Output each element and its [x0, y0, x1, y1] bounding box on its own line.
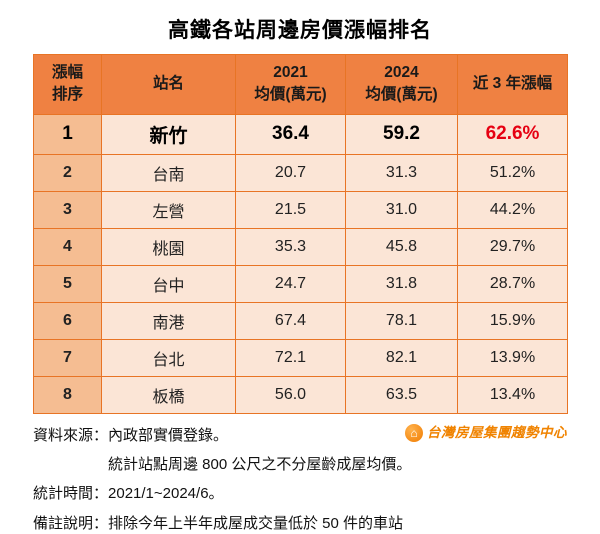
- table-row: 7 台北 72.1 82.1 13.9%: [33, 338, 568, 377]
- taiwan-housing-logo: ⌂ 台灣房屋集團趨勢中心: [405, 424, 567, 443]
- price-2021-cell: 67.4: [235, 301, 346, 340]
- station-cell: 台南: [101, 153, 236, 192]
- rank-cell: 4: [33, 227, 102, 266]
- source-value-2: 統計站點周邊 800 公尺之不分屋齡成屋均價。: [108, 456, 412, 474]
- rank-cell: 2: [33, 153, 102, 192]
- source-label: 資料來源：: [33, 426, 109, 444]
- station-cell: 台中: [101, 264, 236, 303]
- growth-cell: 13.4%: [457, 375, 568, 414]
- price-2021-cell: 20.7: [235, 153, 346, 192]
- price-rank-table: 漲幅 排序 站名 2021 均價(萬元) 2024 均價(萬元) 近 3 年漲幅…: [33, 54, 568, 414]
- header-rank: 漲幅 排序: [33, 54, 102, 115]
- growth-cell: 15.9%: [457, 301, 568, 340]
- source-text-wrap: 資料來源：內政部實價登錄。: [33, 426, 228, 446]
- price-2024-cell: 82.1: [345, 338, 458, 377]
- header-2021-price: 2021 均價(萬元): [235, 54, 346, 115]
- growth-cell: 28.7%: [457, 264, 568, 303]
- source-value: 內政部實價登錄。: [108, 426, 229, 444]
- header-2024-price: 2024 均價(萬元): [345, 54, 458, 115]
- note-value: 排除今年上半年成屋成交量低於 50 件的車站: [108, 514, 404, 532]
- time-label: 統計時間：: [33, 485, 109, 503]
- price-2024-cell: 63.5: [345, 375, 458, 414]
- time-value: 2021/1~2024/6。: [108, 485, 224, 503]
- growth-cell: 51.2%: [457, 153, 568, 192]
- station-cell: 新竹: [101, 113, 236, 155]
- station-cell: 板橋: [101, 375, 236, 414]
- price-2024-cell: 31.3: [345, 153, 458, 192]
- station-cell: 桃園: [101, 227, 236, 266]
- price-2021-cell: 36.4: [235, 113, 346, 155]
- price-2024-cell: 59.2: [345, 113, 458, 155]
- table-header: 漲幅 排序 站名 2021 均價(萬元) 2024 均價(萬元) 近 3 年漲幅: [33, 54, 568, 115]
- rank-cell: 3: [33, 190, 102, 229]
- rank-cell: 8: [33, 375, 102, 414]
- price-2021-cell: 56.0: [235, 375, 346, 414]
- price-2024-cell: 31.8: [345, 264, 458, 303]
- table-row: 4 桃園 35.3 45.8 29.7%: [33, 227, 568, 266]
- table-row: 2 台南 20.7 31.3 51.2%: [33, 153, 568, 192]
- price-2024-cell: 78.1: [345, 301, 458, 340]
- table-row: 3 左營 21.5 31.0 44.2%: [33, 190, 568, 229]
- price-2021-cell: 24.7: [235, 264, 346, 303]
- source-line: 資料來源：內政部實價登錄。 ⌂ 台灣房屋集團趨勢中心: [33, 424, 567, 446]
- source-line-2: 統計站點周邊 800 公尺之不分屋齡成屋均價。: [33, 455, 567, 475]
- table-row: 1 新竹 36.4 59.2 62.6%: [33, 113, 568, 155]
- note-label: 備註說明：: [33, 514, 109, 532]
- table-row: 6 南港 67.4 78.1 15.9%: [33, 301, 568, 340]
- rank-cell: 7: [33, 338, 102, 377]
- logo-text: 台灣房屋集團趨勢中心: [427, 424, 567, 440]
- growth-cell: 44.2%: [457, 190, 568, 229]
- rank-cell: 1: [33, 113, 102, 155]
- table-row: 5 台中 24.7 31.8 28.7%: [33, 264, 568, 303]
- price-2024-cell: 45.8: [345, 227, 458, 266]
- header-station: 站名: [101, 54, 236, 115]
- growth-cell: 13.9%: [457, 338, 568, 377]
- time-line: 統計時間： 2021/1~2024/6。: [33, 484, 567, 504]
- growth-cell: 62.6%: [457, 113, 568, 155]
- footer-notes: 資料來源：內政部實價登錄。 ⌂ 台灣房屋集團趨勢中心 統計站點周邊 800 公尺…: [33, 424, 567, 534]
- station-cell: 台北: [101, 338, 236, 377]
- price-2021-cell: 72.1: [235, 338, 346, 377]
- growth-cell: 29.7%: [457, 227, 568, 266]
- house-icon: ⌂: [405, 424, 423, 443]
- station-cell: 南港: [101, 301, 236, 340]
- header-growth: 近 3 年漲幅: [457, 54, 568, 115]
- table-row: 8 板橋 56.0 63.5 13.4%: [33, 375, 568, 414]
- rank-cell: 5: [33, 264, 102, 303]
- price-2021-cell: 21.5: [235, 190, 346, 229]
- rank-cell: 6: [33, 301, 102, 340]
- station-cell: 左營: [101, 190, 236, 229]
- header-row: 漲幅 排序 站名 2021 均價(萬元) 2024 均價(萬元) 近 3 年漲幅: [33, 54, 568, 115]
- price-2021-cell: 35.3: [235, 227, 346, 266]
- price-2024-cell: 31.0: [345, 190, 458, 229]
- page-title: 高鐵各站周邊房價漲幅排名: [168, 19, 432, 42]
- note-line: 備註說明： 排除今年上半年成屋成交量低於 50 件的車站: [33, 514, 567, 534]
